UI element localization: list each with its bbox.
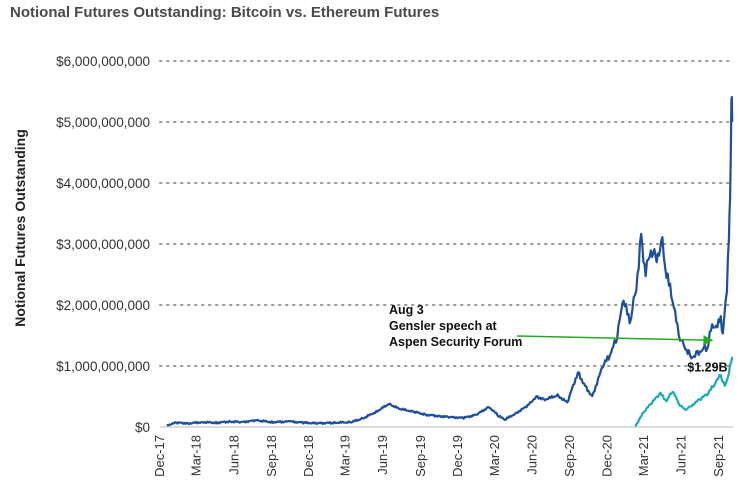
y-axis-label: Notional Futures Outstanding <box>12 129 28 327</box>
y-tick-label: $4,000,000,000 <box>56 176 150 191</box>
y-tick-label: $5,000,000,000 <box>56 115 150 130</box>
value-label: $1.29B <box>687 360 727 374</box>
x-tick-label: Dec-20 <box>599 435 614 477</box>
annotation-arrow <box>516 335 714 346</box>
x-tick-label: Sep-21 <box>711 435 726 477</box>
gridlines <box>159 60 734 428</box>
annotations: Aug 3 Gensler speech at Aspen Security For… <box>389 303 728 374</box>
x-tick-label: Jun-20 <box>525 435 540 475</box>
x-tick-label: Sep-20 <box>562 435 577 477</box>
y-tick-label: $6,000,000,000 <box>56 54 150 69</box>
x-tick-label: Jun-18 <box>226 435 241 475</box>
x-tick-label: Sep-19 <box>413 435 428 477</box>
y-tick-label: $1,000,000,000 <box>56 359 150 374</box>
y-tick-label: $3,000,000,000 <box>56 237 150 252</box>
series-lines <box>166 95 734 427</box>
x-tick-label: Dec-18 <box>301 435 316 477</box>
x-axis-ticks: Dec-17 Mar-18 Jun-18 Sep-18 Dec-18 Mar-19 Jun-… <box>152 435 726 477</box>
x-tick-label: Jun-21 <box>674 435 689 475</box>
x-tick-label: Mar-20 <box>487 435 502 476</box>
x-tick-label: Mar-19 <box>338 435 353 476</box>
annotation-text-line: Aspen Security Forum <box>389 335 522 349</box>
chart-title: Notional Futures Outstanding: Bitcoin vs… <box>10 4 440 21</box>
annotation-text-line: Aug 3 <box>389 303 424 317</box>
x-tick-label: Dec-17 <box>152 435 167 477</box>
x-tick-label: Mar-18 <box>189 435 204 476</box>
x-tick-label: Jun-19 <box>375 435 390 475</box>
x-tick-label: Mar-21 <box>636 435 651 476</box>
x-tick-label: Sep-18 <box>264 435 279 477</box>
y-tick-label: $0 <box>135 420 150 435</box>
series-line-1 <box>166 95 734 427</box>
y-tick-label: $2,000,000,000 <box>56 298 150 313</box>
y-axis-ticks: $0 $1,000,000,000 $2,000,000,000 $3,000,000… <box>56 54 150 435</box>
series-line-2 <box>634 356 734 427</box>
annotation-text-line: Gensler speech at <box>389 319 498 333</box>
x-tick-label: Dec-19 <box>450 435 465 477</box>
